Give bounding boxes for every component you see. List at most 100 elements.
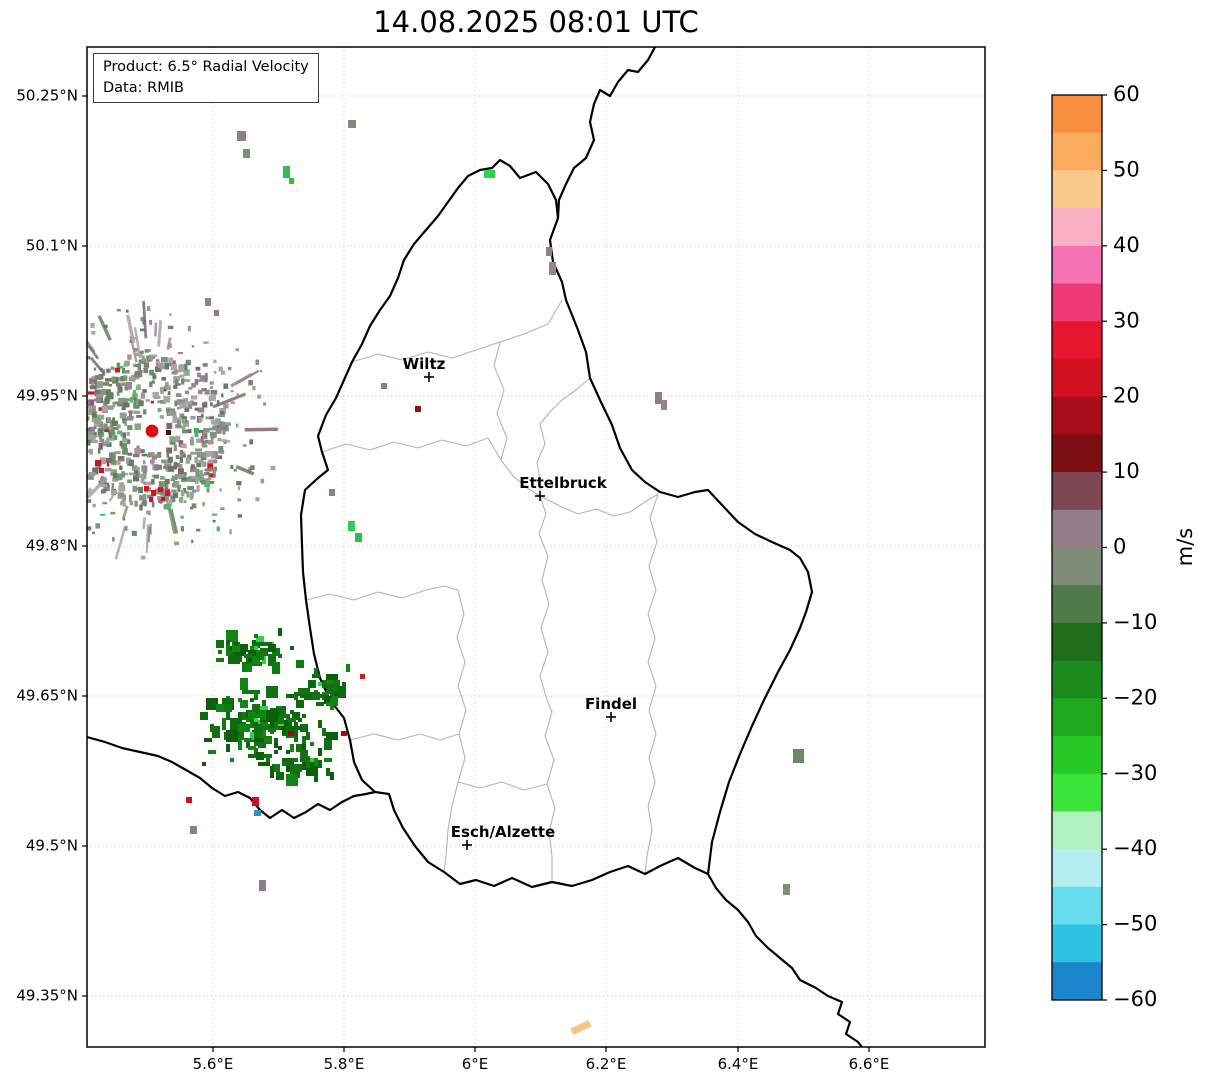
velocity-speckle [259, 880, 266, 891]
border-canton-central-vertical [493, 341, 553, 713]
velocity-pixel [302, 742, 306, 754]
velocity-pixel [252, 738, 260, 742]
velocity-pixel [209, 381, 214, 385]
velocity-pixel [190, 464, 195, 469]
velocity-pixel [211, 513, 218, 517]
velocity-pixel [155, 488, 160, 495]
legend-box: Product: 6.5° Radial Velocity Data: RMIB [93, 53, 319, 104]
colorbar-band [1052, 358, 1102, 398]
velocity-pixel [272, 764, 280, 772]
colorbar-band [1052, 698, 1102, 737]
velocity-spoke [154, 322, 158, 337]
velocity-pixel [201, 479, 206, 485]
velocity-pixel [257, 394, 262, 399]
velocity-speckle [166, 430, 171, 435]
colorbar-band [1052, 547, 1102, 586]
velocity-pixel [78, 419, 81, 425]
velocity-pixel [98, 407, 103, 411]
velocity-pixel [105, 457, 112, 463]
velocity-pixel [220, 411, 225, 417]
velocity-pixel [146, 510, 151, 515]
velocity-pixel [216, 704, 224, 712]
velocity-pixel [133, 475, 140, 482]
velocity-pixel [126, 416, 134, 421]
velocity-speckle [348, 120, 356, 128]
velocity-pixel [64, 508, 67, 513]
velocity-pixel [252, 690, 260, 694]
velocity-pixel [255, 359, 260, 365]
velocity-pixel [260, 712, 268, 720]
velocity-pixel [73, 382, 76, 384]
velocity-pixel [71, 491, 75, 496]
velocity-pixel [116, 382, 121, 387]
velocity-pixel [92, 531, 95, 535]
velocity-pixel [200, 456, 207, 461]
velocity-pixel [187, 486, 194, 491]
velocity-pixel [73, 409, 78, 411]
velocity-pixel [207, 459, 214, 463]
axis-ticks-labels: 50.25°N 50.1°N 49.95°N 49.8°N 49.65°N 49.5°N 4… [16, 87, 889, 1074]
velocity-pixel [259, 370, 263, 373]
velocity-pixel [136, 384, 141, 388]
velocity-pixel [210, 402, 213, 407]
colorbar-tick-label: −10 [1113, 610, 1157, 634]
velocity-pixel [292, 712, 300, 720]
velocity-spoke [244, 427, 278, 432]
velocity-pixel [104, 468, 108, 472]
velocity-pixel [176, 484, 181, 488]
velocity-pixel [126, 398, 132, 402]
velocity-speckle [254, 810, 261, 816]
velocity-pixel [181, 378, 185, 385]
velocity-pixel [171, 489, 177, 493]
velocity-pixel [187, 454, 192, 461]
velocity-pixel [310, 742, 314, 746]
velocity-pixel [154, 454, 161, 458]
velocity-pixel [36, 450, 39, 455]
velocity-pixel [249, 439, 253, 445]
velocity-pixel [238, 738, 242, 750]
velocity-pixel [270, 465, 276, 471]
velocity-spoke [121, 505, 129, 520]
velocity-pixel [140, 555, 146, 560]
velocity-pixel [177, 383, 181, 386]
velocity-pixel [198, 459, 204, 464]
velocity-pixel [94, 398, 102, 402]
velocity-pixel [48, 379, 51, 382]
velocity-pixel [248, 746, 256, 750]
velocity-pixel [188, 387, 193, 390]
velocity-spoke [147, 526, 151, 543]
velocity-pixel [180, 515, 184, 519]
velocity-pixel [180, 401, 186, 409]
velocity-pixel [122, 447, 128, 455]
velocity-pixel [240, 700, 248, 708]
city-markers: Wiltz Ettelbruck Findel Esch/Alzette [403, 355, 637, 850]
velocity-spoke [216, 438, 231, 443]
velocity-pixel [211, 452, 216, 459]
colorbar-band [1052, 886, 1102, 926]
velocity-pixel [44, 456, 49, 461]
plot-frame [86, 46, 986, 1048]
velocity-pixel [143, 362, 150, 368]
velocity-pixel [185, 359, 191, 366]
colorbar-band [1052, 132, 1102, 171]
velocity-pixel [183, 420, 189, 427]
velocity-pixel [254, 718, 258, 722]
velocity-pixel [266, 756, 270, 764]
velocity-pixel [199, 375, 206, 382]
velocity-pixel [256, 642, 264, 646]
velocity-pixel [132, 485, 138, 492]
velocity-pixel [191, 539, 194, 544]
velocity-pixel [235, 348, 239, 352]
velocity-pixel [154, 465, 159, 471]
velocity-pixel [179, 456, 183, 463]
velocity-pixel [238, 724, 250, 732]
velocity-pixel [138, 359, 144, 364]
velocity-pixel [144, 349, 149, 353]
velocity-pixel [108, 383, 113, 387]
velocity-pixel [278, 726, 282, 730]
velocity-pixel [117, 366, 124, 369]
velocity-pixel [183, 378, 190, 383]
velocity-spoke [57, 474, 73, 483]
velocity-pixel [175, 455, 180, 459]
